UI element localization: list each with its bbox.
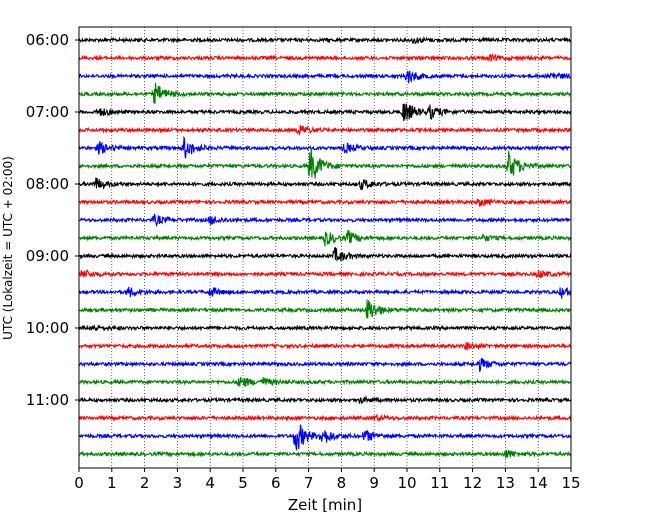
x-tick-label: 8 [337,474,347,492]
x-tick-label: 15 [561,474,580,492]
trace-0915 [78,269,572,279]
x-tick-label: 7 [304,474,314,492]
trace-0930 [78,286,572,299]
y-tick-label: 06:00 [26,31,69,49]
trace-1015 [78,341,572,351]
x-tick-label: 9 [369,474,379,492]
trace-0945 [78,299,572,319]
trace-0700 [78,103,572,121]
trace-0715 [78,124,572,137]
trace-0730 [78,135,572,159]
y-axis-label: UTC (Lokalzeit = UTC + 02:00) [1,156,15,340]
x-tick-label: 0 [74,474,84,492]
y-tick-label: 08:00 [26,175,69,193]
trace-0900 [78,246,572,262]
trace-0800 [78,177,572,191]
y-tick-label: 10:00 [26,319,69,337]
x-tick-label: 2 [140,474,150,492]
x-axis-ticks: 0 1 2 3 4 5 6 7 8 9 10 11 12 13 14 15 [74,468,581,492]
trace-0830 [78,213,572,228]
x-tick-label: 1 [107,474,117,492]
y-axis-ticks: 06:00 07:00 08:00 09:00 10:00 11:00 [26,31,79,409]
y-tick-label: 11:00 [26,391,69,409]
x-tick-label: 11 [430,474,449,492]
x-tick-label: 6 [271,474,281,492]
x-tick-label: 4 [205,474,215,492]
trace-0615 [78,52,572,62]
trace-0600 [78,35,572,44]
y-tick-label: 07:00 [26,103,69,121]
trace-1115 [78,413,572,423]
trace-1130 [78,423,572,451]
trace-0815 [78,198,572,207]
trace-1145 [78,449,572,459]
trace-0845 [78,229,572,247]
x-tick-label: 13 [496,474,515,492]
trace-1100 [78,395,572,405]
x-axis-label: Zeit [min] [288,496,362,514]
trace-0630 [78,70,572,84]
x-tick-label: 3 [173,474,183,492]
seismogram-traces [78,35,572,459]
x-tick-label: 5 [238,474,248,492]
plot-frame [78,26,572,469]
x-tick-label: 14 [529,474,548,492]
trace-0745 [78,147,572,179]
x-tick-label: 10 [397,474,416,492]
x-tick-label: 12 [463,474,482,492]
trace-1045 [78,376,572,387]
y-tick-label: 09:00 [26,247,69,265]
trace-0645 [78,82,572,104]
trace-1000 [78,323,572,332]
trace-1030 [78,358,572,373]
